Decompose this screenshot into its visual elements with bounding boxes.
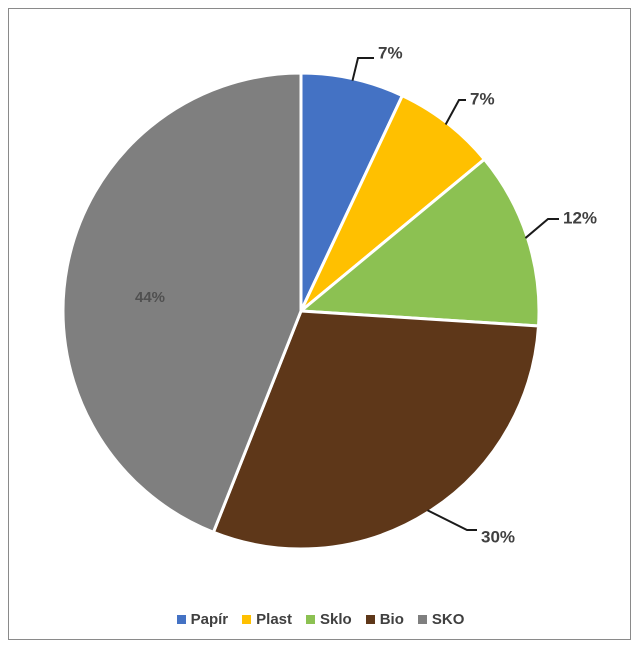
legend-item-sko: SKO (417, 611, 465, 628)
legend-item-sklo: Sklo (306, 611, 352, 628)
legend-swatch (365, 615, 375, 624)
legend-swatch (306, 615, 315, 624)
leader-line-sklo (524, 218, 559, 239)
leader-line-bio (427, 509, 477, 531)
legend-label: Plast (256, 611, 292, 628)
leader-line-plast (444, 99, 466, 126)
data-label-sklo: 12% (563, 208, 597, 227)
leader-lines (351, 57, 559, 531)
legend-swatch (242, 615, 252, 624)
leader-line-papír (351, 57, 374, 81)
legend: Papír Plast Sklo Bio SKO (0, 611, 641, 628)
data-label-plast: 7% (470, 89, 495, 108)
data-label-papír: 7% (378, 43, 403, 62)
pie-slices (61, 71, 541, 551)
legend-swatch (417, 615, 427, 624)
legend-item-papír: Papír (176, 611, 229, 628)
legend-label: Sklo (320, 611, 352, 628)
legend-label: SKO (431, 611, 465, 628)
data-label-bio: 30% (481, 527, 515, 546)
data-label-sko: 44% (135, 289, 165, 306)
data-labels: 7% 7% 12% 30% 44% (135, 43, 597, 546)
legend-item-plast: Plast (242, 611, 292, 628)
pie-slice-sko (61, 71, 303, 534)
legend-label: Bio (379, 611, 404, 628)
legend-swatch (176, 615, 186, 624)
pie-chart: 7% 7% 12% 30% 44% (61, 43, 597, 551)
legend-label: Papír (190, 611, 229, 628)
legend-item-bio: Bio (365, 611, 404, 628)
